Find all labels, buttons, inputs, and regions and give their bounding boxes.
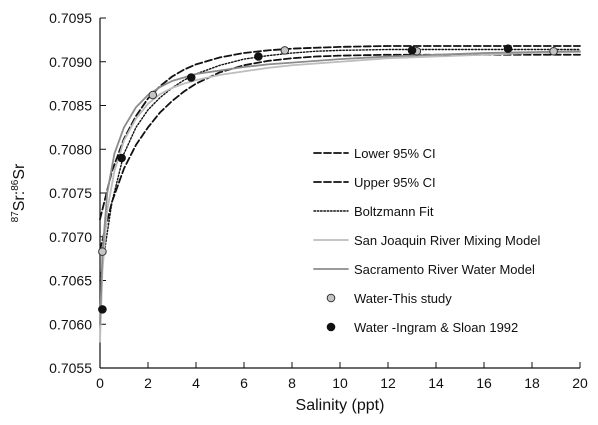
y-tick-label: 0.7060	[49, 316, 92, 332]
legend-marker-5	[326, 293, 336, 303]
series-point-6	[503, 44, 513, 53]
x-tick-label: 8	[288, 375, 296, 391]
y-tick-label: 0.7055	[49, 360, 92, 376]
series-line-1	[99, 45, 581, 221]
legend: Lower 95% CI Upper 95% CI Boltzmann Fit San…	[313, 146, 541, 335]
y-axis-label-superscript-1: 87	[10, 211, 21, 223]
series-point-5	[148, 90, 158, 100]
series-point-5	[280, 46, 290, 55]
legend-label-6: Water -Ingram & Sloan 1992	[354, 320, 518, 335]
y-axis-label-main-1: Sr:	[11, 191, 28, 211]
x-tick-label: 14	[428, 375, 444, 391]
series-lines	[99, 45, 581, 343]
axes-group: 0 2 4 6 8 10 12 14 16 18 20 0.70550.70600.70650.70…	[10, 10, 588, 414]
series-point-5	[549, 46, 558, 56]
x-tick-label: 20	[572, 375, 588, 391]
y-tick-label: 0.7085	[49, 98, 92, 114]
series-point-6	[98, 305, 107, 314]
series-line-3	[99, 51, 581, 343]
x-axis-label: Salinity (ppt)	[296, 397, 385, 414]
legend-label-4: Sacramento River Water Model	[354, 262, 535, 277]
series-point-6	[117, 153, 126, 163]
legend-label-2: Boltzmann Fit	[354, 204, 434, 219]
y-tick-label: 0.7065	[49, 273, 92, 289]
x-tick-label: 18	[524, 375, 540, 391]
x-tick-label: 6	[240, 375, 248, 391]
x-tick-label: 12	[380, 375, 396, 391]
legend-label-5: Water-This study	[354, 291, 452, 306]
legend-marker-6	[326, 322, 336, 332]
series-point-5	[98, 247, 107, 256]
series-point-6	[407, 46, 417, 55]
series-point-6	[254, 52, 263, 61]
x-tick-label: 10	[332, 375, 348, 391]
x-tick-label: 2	[144, 375, 152, 391]
y-axis-label: 87Sr:86Sr	[10, 163, 28, 222]
legend-label-3: San Joaquin River Mixing Model	[354, 233, 541, 248]
series-line-2	[99, 48, 581, 282]
x-tick-label: 16	[476, 375, 492, 391]
series-points	[98, 44, 558, 314]
y-tick-label: 0.7070	[49, 229, 92, 245]
legend-label-0: Lower 95% CI	[354, 146, 436, 161]
x-tick-label: 4	[192, 375, 200, 391]
series-line-4	[99, 50, 581, 326]
y-tick-label: 0.7090	[49, 54, 92, 70]
y-ticks: 0.7055 0.7060 0.7065 0.7070 0.7075 0.7080 0.70…	[49, 10, 106, 376]
y-tick-label: 0.7075	[49, 185, 92, 201]
y-axis-label-main-2: Sr	[11, 163, 28, 180]
series-point-6	[186, 73, 196, 82]
x-tick-label: 0	[96, 375, 104, 391]
y-axis-label-superscript-2: 86	[10, 179, 21, 191]
legend-label-1: Upper 95% CI	[354, 175, 436, 190]
x-ticks: 0 2 4 6 8 10 12 14 16 18 20	[96, 362, 588, 391]
y-tick-label: 0.7095	[49, 10, 92, 26]
y-tick-label: 0.7080	[49, 141, 92, 157]
